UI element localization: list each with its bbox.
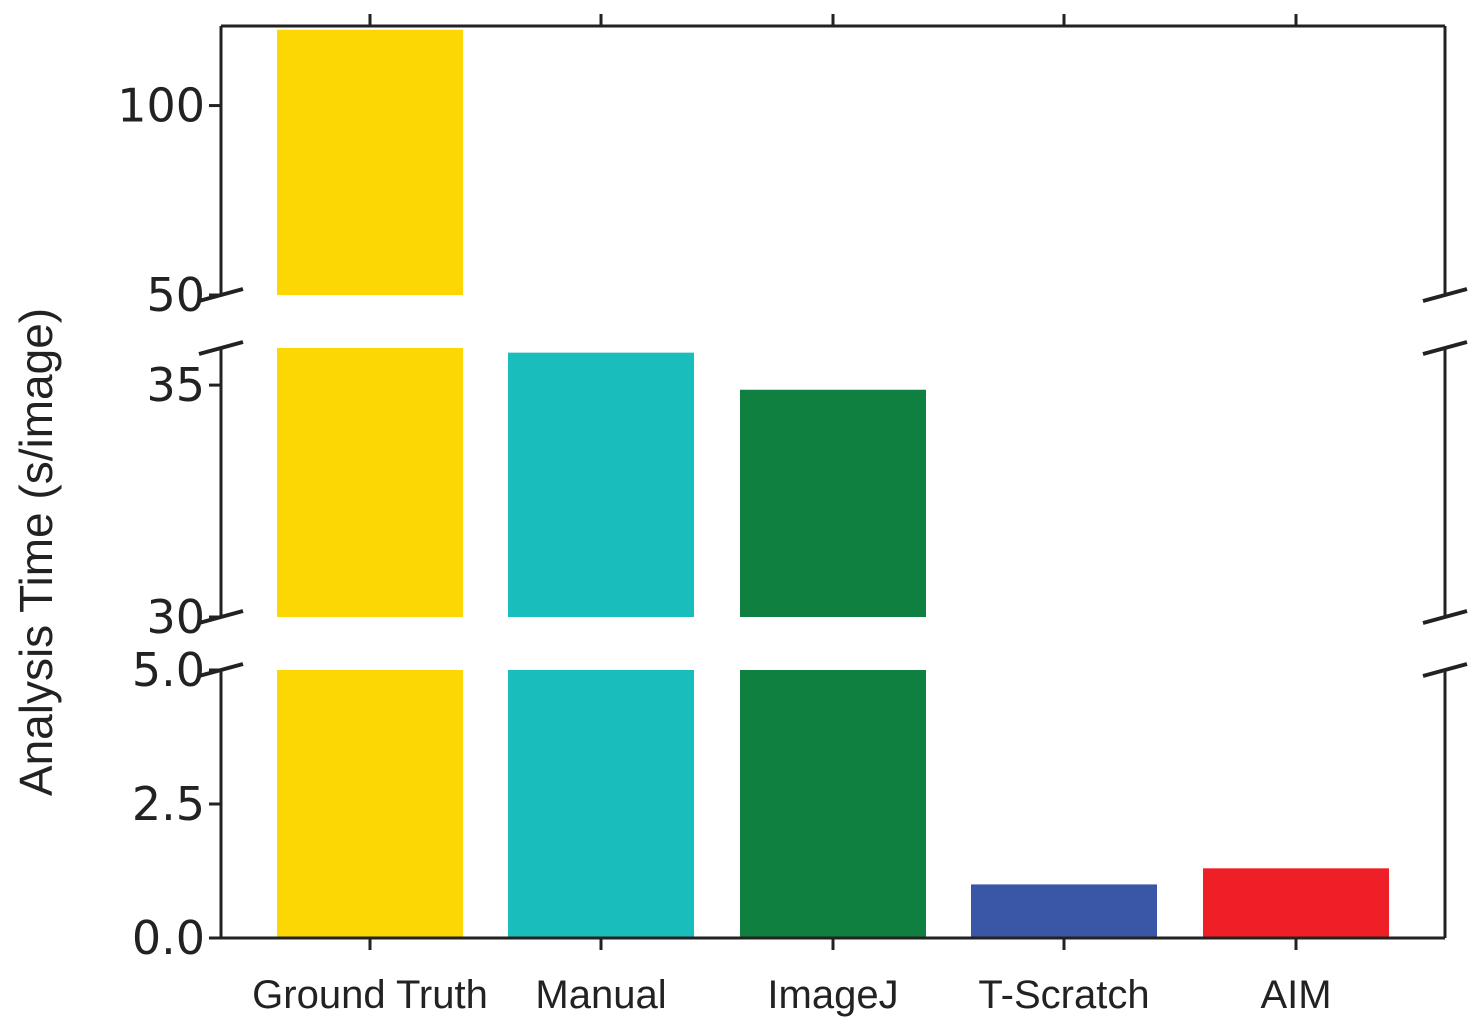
x-category-label: ImageJ — [767, 973, 898, 1017]
axis-break-mark-right-1 — [1422, 340, 1468, 356]
bar-ground-truth-seg1 — [277, 348, 463, 617]
bar-ground-truth-seg0 — [277, 670, 463, 938]
y-tick-label: 5.0 — [132, 643, 205, 697]
y-tick-label: 35 — [146, 358, 205, 412]
axis-break-mark-right-0 — [1422, 287, 1468, 303]
axis-break-mark-right-2 — [1422, 609, 1468, 625]
bar-ground-truth-seg2 — [277, 29, 463, 296]
y-tick-label: 50 — [146, 268, 205, 322]
ticks-group — [209, 14, 1298, 950]
y-tick-label: 0.0 — [132, 911, 205, 965]
x-category-label: Ground Truth — [252, 973, 488, 1017]
y-tick-label: 2.5 — [132, 777, 205, 831]
bar-imagej-seg0 — [740, 670, 926, 938]
x-category-labels: Ground Truth Manual ImageJ T-Scratch AIM — [252, 973, 1331, 1017]
bar-imagej-seg1 — [740, 389, 926, 617]
x-category-label: Manual — [535, 973, 666, 1017]
axis-break-mark-left-1 — [198, 340, 244, 356]
bar-manual-seg1 — [508, 352, 694, 617]
y-tick-label: 100 — [117, 79, 205, 133]
bar-manual-seg0 — [508, 670, 694, 938]
bar-t-scratch-seg0 — [971, 884, 1157, 938]
bars-group — [277, 29, 1389, 938]
y-tick-labels: 0.0 2.5 5.030 35 50 100 — [117, 79, 205, 965]
y-tick-label: 30 — [146, 590, 205, 644]
x-category-label: T-Scratch — [978, 973, 1149, 1017]
axis-break-mark-right-3 — [1422, 662, 1468, 678]
bar-aim-seg0 — [1203, 868, 1389, 938]
y-axis-title: Analysis Time (s/image) — [10, 308, 62, 796]
x-category-label: AIM — [1260, 973, 1331, 1017]
